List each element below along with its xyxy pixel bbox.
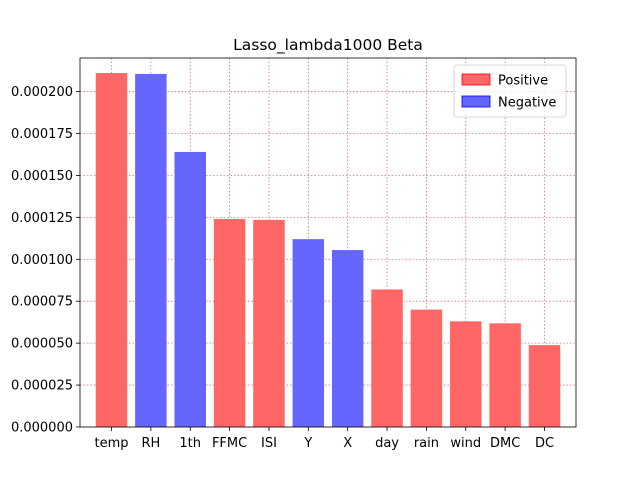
y-tick-label: 0.000175 xyxy=(11,127,73,142)
legend-swatch-positive xyxy=(461,73,491,86)
x-tick-label-FFMC: FFMC xyxy=(212,436,247,451)
x-tick-label-Y: Y xyxy=(303,436,312,451)
y-tick-label: 0.000125 xyxy=(11,211,73,226)
y-tick-label: 0.000200 xyxy=(11,85,73,100)
legend-swatch-negative xyxy=(461,95,491,108)
x-tick-label-RH: RH xyxy=(141,436,160,451)
y-tick-label: 0.000075 xyxy=(11,295,73,310)
y-tick-label: 0.000100 xyxy=(11,253,73,268)
y-tick-label: 0.000025 xyxy=(11,379,73,394)
bar-ISI xyxy=(253,219,285,427)
bar-Y xyxy=(292,239,325,427)
bar-DC xyxy=(528,345,561,427)
x-tick-label-temp: temp xyxy=(94,436,128,451)
bar-day xyxy=(371,289,403,427)
y-tick-label: 0.000000 xyxy=(11,421,73,436)
y-tick-label: 0.000150 xyxy=(11,169,73,184)
chart-title: Lasso_lambda1000 Beta xyxy=(233,36,423,55)
legend-label-negative: Negative xyxy=(498,96,556,111)
bar-temp xyxy=(95,73,128,427)
bar-RH xyxy=(135,73,167,428)
bar-X xyxy=(331,250,364,427)
bar-1th xyxy=(174,151,206,427)
bar-rain xyxy=(410,309,443,427)
x-tick-label-DC: DC xyxy=(535,436,554,451)
x-tick-label-X: X xyxy=(343,436,352,451)
bar-FFMC xyxy=(213,219,246,427)
bar-DMC xyxy=(489,323,521,427)
x-tick-label-rain: rain xyxy=(414,436,439,451)
y-tick-label: 0.000050 xyxy=(11,337,73,352)
bars xyxy=(95,73,561,428)
x-tick-label-1th: 1th xyxy=(179,436,201,451)
legend-label-positive: Positive xyxy=(498,74,548,89)
axes-frame xyxy=(79,57,577,428)
x-tick-label-day: day xyxy=(375,436,399,451)
x-tick-label-ISI: ISI xyxy=(261,436,277,451)
legend: Positive Negative xyxy=(453,64,567,118)
axes: 0.000000 0.000025 0.000050 0.000075 0.000100… xyxy=(11,57,577,451)
x-tick-label-DMC: DMC xyxy=(490,436,520,451)
x-tick-label-wind: wind xyxy=(450,436,481,451)
bar-wind xyxy=(450,321,482,427)
